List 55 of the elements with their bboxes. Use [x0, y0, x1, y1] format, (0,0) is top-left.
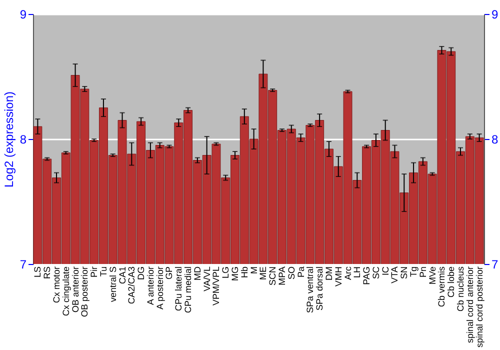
x-tick-label: SC	[370, 266, 381, 280]
x-tick-label: SO	[286, 266, 296, 280]
x-tick-label: Cb lobe	[446, 266, 456, 298]
x-tick-label: A anterior	[145, 266, 156, 306]
x-tick-label: Cb nucleus	[456, 266, 466, 312]
x-tick-label: SCN	[268, 266, 278, 286]
y2-tick-label: 9	[492, 8, 498, 22]
x-tick-label: VA/VL	[202, 266, 212, 292]
y2-tick-label: 7	[492, 258, 498, 272]
x-tick-label: CPu lateral	[174, 266, 184, 312]
x-tick-label: DG	[136, 266, 146, 280]
x-tick-label: M	[248, 266, 259, 274]
x-tick-label: MPA	[276, 266, 287, 286]
x-tick-label: Pir	[89, 266, 100, 278]
x-tick-label: Pn	[418, 266, 428, 278]
x-tick-label: MVe	[427, 266, 438, 285]
x-tick-label: CA2/CA3	[126, 266, 137, 304]
y-tick-label: 9	[20, 8, 27, 22]
x-tick-label: ME	[258, 266, 268, 280]
x-tick-label: VTA	[390, 266, 400, 284]
x-tick-label: SPa dorsal	[314, 266, 325, 311]
x-tick-label: VPM/VPL	[211, 266, 222, 306]
x-tick-label: LH	[352, 266, 362, 278]
x-tick-label: LG	[220, 266, 231, 279]
x-tick-label: VMH	[333, 266, 344, 286]
y-tick-label: 8	[20, 132, 27, 146]
x-tick-label: A posterior	[154, 266, 165, 310]
x-tick-label: IC	[380, 266, 390, 276]
x-tick-label: Hb	[239, 266, 250, 278]
x-tick-label: Arc	[342, 266, 353, 280]
x-tick-label: SN	[399, 266, 410, 280]
x-tick-label: MG	[230, 266, 240, 281]
x-tick-label: spinal cord posterior	[474, 266, 484, 348]
x-tick-label: Tg	[408, 266, 419, 278]
x-tick-label: GP	[164, 266, 174, 280]
y-axis-title: Log2 (expression)	[2, 91, 16, 188]
x-tick-label: Cx motor	[51, 266, 62, 304]
x-tick-label: OB posterior	[80, 266, 90, 318]
x-tick-label: MD	[192, 266, 202, 280]
x-tick-label: Tu	[98, 266, 108, 277]
x-tick-label: Pa	[296, 266, 306, 278]
x-tick-label: spinal cord anterior	[464, 266, 475, 344]
x-tick-label: CPu medial	[183, 266, 194, 314]
y2-tick-label: 8	[492, 132, 498, 146]
x-tick-label: SPa ventral	[305, 266, 316, 314]
y-tick-label: 7	[20, 258, 27, 272]
x-tick-label: Cb vermis	[436, 266, 447, 308]
x-tick-label: PAG	[362, 266, 372, 285]
x-tick-label: DM	[324, 266, 334, 280]
x-tick-label: RS	[42, 266, 52, 280]
x-tick-label: CA1	[117, 266, 128, 284]
x-tick-label: OB anterior	[70, 266, 80, 313]
x-tick-label: ventral S	[108, 266, 118, 302]
x-tick-label: Cx cingulate	[60, 266, 71, 316]
x-tick-label: LS	[32, 266, 43, 278]
